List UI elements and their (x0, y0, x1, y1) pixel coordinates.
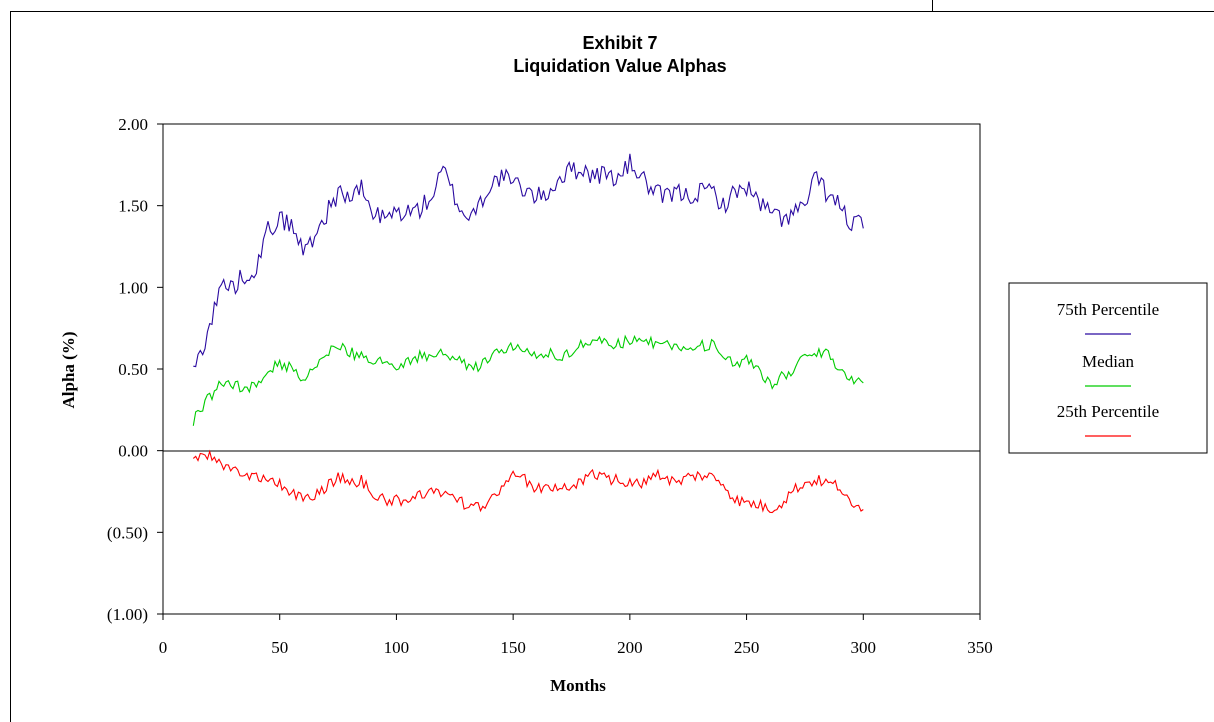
chart-subtitle: Liquidation Value Alphas (513, 56, 726, 76)
frame-top-border (10, 11, 1214, 12)
legend-label: 25th Percentile (1057, 402, 1159, 421)
x-axis-title: Months (550, 676, 606, 695)
y-tick-label: 0.50 (118, 360, 148, 379)
y-tick-label: 1.00 (118, 278, 148, 297)
y-axis-title: Alpha (%) (59, 332, 78, 409)
y-tick-label: 1.50 (118, 197, 148, 216)
legend-box (1008, 282, 1208, 454)
chart-legend: 75th Percentile Median 25th Percentile (1008, 282, 1208, 454)
x-axis-ticks: 0 50 100 150 200 250 300 350 (159, 614, 993, 657)
frame-divider (932, 0, 933, 11)
x-tick-label: 300 (851, 638, 877, 657)
legend-label: 75th Percentile (1057, 300, 1159, 319)
frame-left-border (10, 11, 11, 722)
x-tick-label: 200 (617, 638, 643, 657)
series-line-0 (193, 153, 864, 368)
y-tick-label: 2.00 (118, 115, 148, 134)
series-line-2 (192, 449, 864, 514)
x-tick-label: 100 (384, 638, 410, 657)
x-tick-label: 250 (734, 638, 760, 657)
chart-title: Exhibit 7 (582, 33, 657, 53)
x-tick-label: 0 (159, 638, 168, 657)
x-tick-label: 50 (271, 638, 288, 657)
y-tick-label: (1.00) (107, 605, 148, 624)
series-line-1 (192, 334, 864, 426)
series-lines (192, 153, 864, 514)
y-tick-label: (0.50) (107, 523, 148, 542)
legend-label: Median (1082, 352, 1134, 371)
y-tick-label: 0.00 (118, 442, 148, 461)
x-tick-label: 350 (967, 638, 993, 657)
y-axis-ticks: 2.00 1.50 1.00 0.50 0.00 (0.50) (1.00) (107, 115, 163, 624)
x-tick-label: 150 (500, 638, 526, 657)
